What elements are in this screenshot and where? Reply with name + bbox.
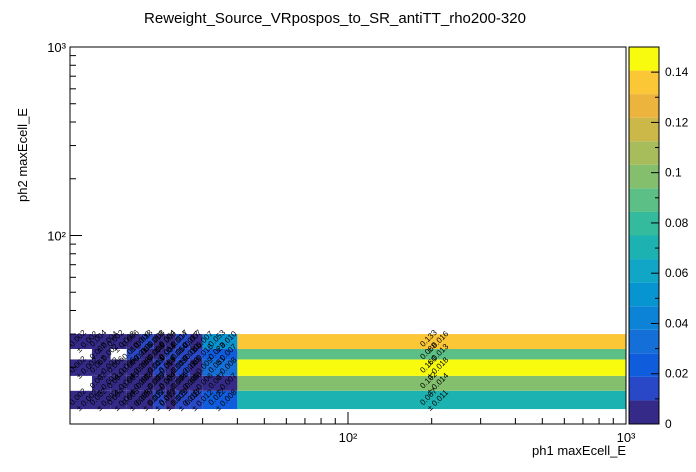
heatmap-cell xyxy=(153,359,166,376)
colorbar-tick-label: 0.14 xyxy=(665,65,689,79)
heatmap-cell xyxy=(70,390,93,410)
heatmap-cell xyxy=(202,359,238,376)
colorbar-segment xyxy=(629,164,659,189)
heatmap-cell xyxy=(126,359,141,376)
colorbar-segment xyxy=(629,400,659,424)
colorbar xyxy=(628,46,660,425)
heatmap-cell xyxy=(110,334,127,349)
y-tick-label: 10³ xyxy=(47,40,66,55)
colorbar-segment xyxy=(629,235,659,260)
colorbar-tick-label: 0.04 xyxy=(665,316,689,330)
heatmap-cell xyxy=(175,390,190,410)
heatmap-cell xyxy=(237,359,626,376)
colorbar-tick-label: 0.02 xyxy=(665,367,689,381)
heatmap-cell xyxy=(202,390,238,410)
colorbar-tick-label: 0 xyxy=(665,417,672,431)
colorbar-segment xyxy=(629,306,659,330)
heatmap-cell xyxy=(237,334,626,349)
colorbar-segment xyxy=(629,141,659,165)
y-tick-label: 10² xyxy=(47,229,66,244)
colorbar-segment xyxy=(629,117,659,142)
heatmap-cell xyxy=(202,375,238,391)
heatmap-cell xyxy=(110,390,127,410)
heatmap-cells xyxy=(70,334,626,410)
heatmap-cell xyxy=(140,334,154,349)
heatmap-cell xyxy=(237,375,626,391)
colorbar-tick-label: 0.1 xyxy=(665,166,682,180)
heatmap-cell xyxy=(202,348,238,360)
heatmap-cell xyxy=(165,390,176,410)
colorbar-frame xyxy=(628,46,660,425)
y-axis-label: ph2 maxEcell_E xyxy=(15,108,30,202)
x-tick-label: 10³ xyxy=(617,430,636,445)
x-axis: 10² 10³ xyxy=(69,412,636,445)
colorbar-segment xyxy=(629,259,659,283)
heatmap-cell xyxy=(70,359,93,376)
colorbar-tick-label: 0.06 xyxy=(665,266,689,280)
heatmap-cell xyxy=(140,348,154,360)
colorbar-segment xyxy=(629,211,659,236)
y-axis: 10² 10³ xyxy=(47,40,82,425)
heatmap-cell xyxy=(165,334,176,349)
heatmap-cell xyxy=(140,359,154,376)
heatmap-cell xyxy=(175,359,190,376)
heatmap-cell xyxy=(140,390,154,410)
colorbar-segment xyxy=(629,70,659,95)
heatmap-cell xyxy=(92,348,111,360)
chart-title: Reweight_Source_VRpospos_to_SR_antiTT_rh… xyxy=(144,10,526,27)
colorbar-segment xyxy=(629,188,659,212)
heatmap-cell xyxy=(70,334,93,349)
heatmap-cell xyxy=(153,334,166,349)
heatmap-cell xyxy=(110,359,127,376)
heatmap-cell xyxy=(92,334,111,349)
heatmap-cell xyxy=(165,375,176,391)
heatmap-cell xyxy=(189,348,203,360)
heatmap-cell xyxy=(202,334,238,349)
heatmap-cell xyxy=(126,375,141,391)
heatmap-cell xyxy=(92,375,111,391)
heatmap-cell xyxy=(189,375,203,391)
heatmap-cell xyxy=(237,390,626,410)
heatmap-cell xyxy=(189,359,203,376)
heatmap-cell xyxy=(153,375,166,391)
heatmap-cell xyxy=(189,334,203,349)
heatmap-cell xyxy=(126,390,141,410)
heatmap-cell xyxy=(165,348,176,360)
x-axis-label: ph1 maxEcell_E xyxy=(532,443,626,458)
colorbar-axis: 0 0.02 0.04 0.06 0.08 0.1 0.12 0.14 xyxy=(651,46,689,431)
heatmap-cell xyxy=(175,348,190,360)
heatmap-cell xyxy=(92,390,111,410)
heatmap-cell xyxy=(237,348,626,360)
heatmap-cell xyxy=(140,375,154,391)
heatmap-cell xyxy=(165,359,176,376)
x-tick-label: 10² xyxy=(339,430,358,445)
heatmap-cell xyxy=(126,334,141,349)
colorbar-segment xyxy=(629,94,659,118)
colorbar-segment xyxy=(629,47,659,71)
colorbar-tick-label: 0.08 xyxy=(665,216,689,230)
heatmap-cell xyxy=(175,334,190,349)
heatmap-cell xyxy=(153,348,166,360)
colorbar-tick-label: 0.12 xyxy=(665,115,689,129)
heatmap-cell xyxy=(110,375,127,391)
heatmap-cell xyxy=(153,390,166,410)
heatmap-cell xyxy=(189,390,203,410)
colorbar-segment xyxy=(629,376,659,401)
colorbar-segment xyxy=(629,353,659,377)
heatmap-cell xyxy=(175,375,190,391)
heatmap-cell xyxy=(126,348,141,360)
colorbar-segment xyxy=(629,329,659,354)
colorbar-segment xyxy=(629,282,659,307)
heatmap-cell xyxy=(92,359,111,376)
